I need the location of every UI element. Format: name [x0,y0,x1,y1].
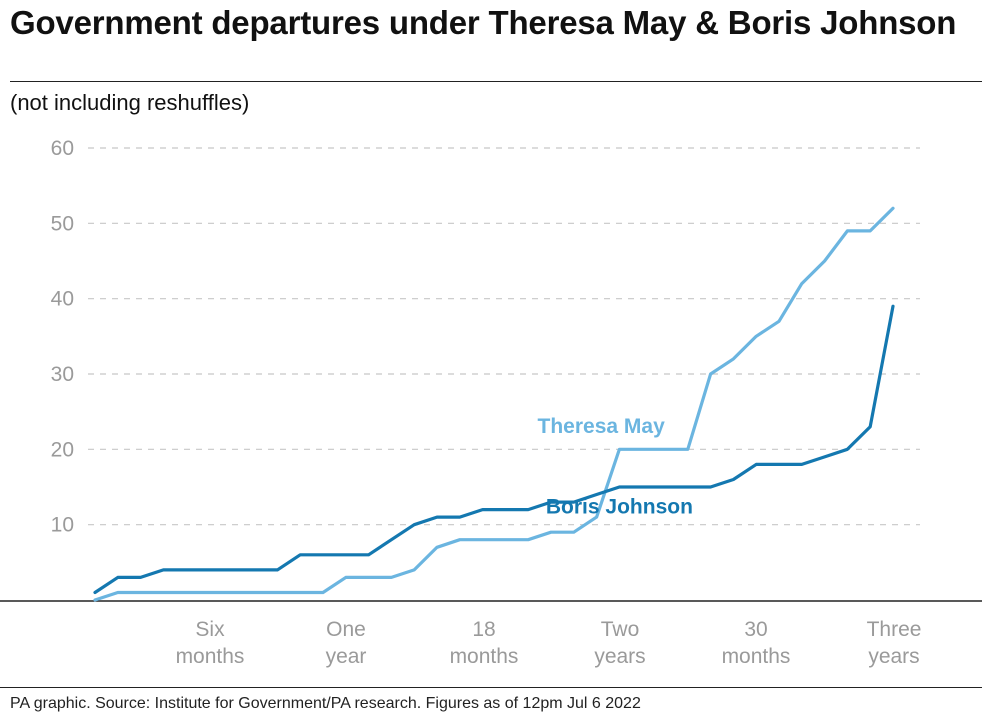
footer-divider [0,687,982,688]
source-footer: PA graphic. Source: Institute for Govern… [10,695,641,712]
x-tick-label: Six [195,618,225,641]
y-tick-label: 50 [51,212,74,235]
x-tick-label: months [722,645,791,668]
x-tick-label: year [326,645,367,668]
series-line-boris-johnson [93,304,895,595]
x-tick-label: Three [867,618,922,641]
y-tick-label: 60 [51,137,74,160]
y-tick-label: 10 [51,514,74,537]
series-line-theresa-may [93,206,895,602]
x-tick-label: 30 [744,618,767,641]
title-divider [10,81,982,82]
chart-title: Government departures under Theresa May … [10,4,957,41]
x-tick-label: years [594,645,645,668]
series-label-boris-johnson: Boris Johnson [546,495,693,518]
y-tick-label: 30 [51,363,74,386]
x-tick-label: One [326,618,366,641]
y-tick-label: 40 [51,288,74,311]
chart-subtitle: (not including reshuffles) [10,90,250,115]
x-tick-label: Two [601,618,640,641]
x-axis-ticks: Six months One year 18 months Two years 30 months… [176,618,922,668]
x-tick-label: years [868,645,919,668]
grid-lines [88,147,920,526]
y-axis-ticks: 10 20 30 40 50 60 [51,137,74,537]
x-tick-label: months [450,645,519,668]
x-tick-label: months [176,645,245,668]
y-tick-label: 20 [51,438,74,461]
x-tick-label: 18 [472,618,495,641]
series-label-theresa-may: Theresa May [538,415,666,438]
series-lines [93,206,895,602]
series-labels: Theresa May Boris Johnson [538,415,693,519]
